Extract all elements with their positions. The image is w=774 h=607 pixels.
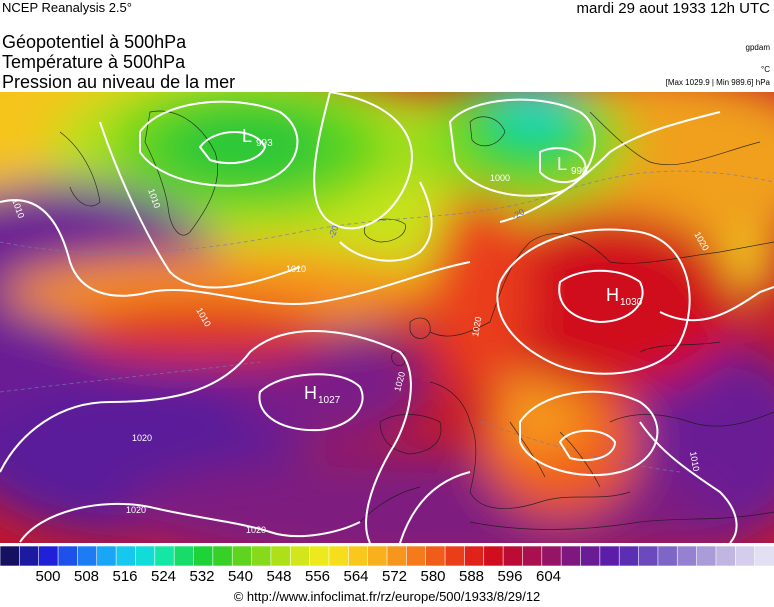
high-pressure-value: 1027 [318, 395, 341, 406]
legend-tick-label: 604 [535, 568, 562, 585]
legend-tick-label: 580 [420, 568, 446, 585]
isobar-label: 1010 [286, 264, 306, 274]
legend-swatch [560, 546, 582, 566]
legend-swatch [328, 546, 350, 566]
legend-swatch [212, 546, 234, 566]
temperature-label: -20 [326, 224, 340, 240]
isobar-label: 1000 [490, 173, 510, 183]
legend-swatch [193, 546, 214, 566]
legend-tick-label: 548 [266, 568, 292, 585]
legend-swatch [734, 546, 756, 566]
high-pressure-value: 1030 [620, 297, 643, 308]
legend-swatch [638, 546, 659, 566]
low-pressure-marker: L [242, 126, 252, 146]
color-scale-legend [0, 546, 774, 566]
legend-tick-label: 572 [381, 568, 408, 585]
legend-tick-label: 516 [112, 568, 138, 585]
isobars [0, 92, 774, 543]
legend-swatch [0, 546, 21, 566]
legend-swatch [231, 546, 253, 566]
legend-tick-label: 500 [35, 568, 61, 585]
legend-swatch [367, 546, 388, 566]
isobar-label: 1010 [688, 451, 701, 472]
legend-swatch [754, 546, 774, 566]
legend-swatch [522, 546, 543, 566]
unit-temperature: °C [761, 65, 770, 74]
map-datetime: mardi 29 aout 1933 12h UTC [576, 0, 770, 17]
isobar-label: 1020 [132, 433, 152, 443]
legend-swatch [135, 546, 156, 566]
legend-tick-label: 588 [458, 568, 485, 585]
temperature-isotherms [0, 170, 774, 473]
isobar-label: 1020 [470, 316, 483, 337]
color-scale-ticks: 500 508 516 524 532 540 548 556 564 572 580 588 596 6… [0, 568, 774, 586]
legend-swatch [444, 546, 466, 566]
isobar-label: 1020 [126, 505, 146, 515]
legend-swatch [289, 546, 311, 566]
legend-swatch [386, 546, 408, 566]
weather-map[interactable]: 1000 1010 1010 1010 1010 1020 1020 1020 … [0, 92, 774, 543]
legend-swatch [502, 546, 524, 566]
low-pressure-value: 990 [571, 166, 588, 177]
legend-swatch [696, 546, 717, 566]
isobar-label: 1020 [246, 525, 266, 535]
title-temperature: Température à 500hPa [2, 52, 186, 72]
legend-swatch [657, 546, 679, 566]
high-pressure-marker: H [304, 383, 317, 403]
legend-tick-label: 524 [150, 568, 177, 585]
legend-swatch [77, 546, 98, 566]
legend-swatch [173, 546, 195, 566]
coastlines [59, 110, 774, 530]
legend-swatch [580, 546, 601, 566]
legend-swatch [425, 546, 446, 566]
unit-geopotential: gpdam [745, 43, 770, 52]
data-source-label: NCEP Reanalysis 2.5° [2, 0, 132, 15]
legend-swatch [541, 546, 562, 566]
low-pressure-marker: L [557, 154, 567, 174]
legend-tick-label: 564 [343, 568, 369, 585]
legend-swatch [483, 546, 504, 566]
legend-tick-label: 596 [497, 568, 523, 585]
high-pressure-marker: H [606, 285, 619, 305]
legend-swatch [154, 546, 175, 566]
legend-swatch [309, 546, 330, 566]
geopotential-field: 1000 1010 1010 1010 1010 1020 1020 1020 … [0, 92, 774, 543]
copyright-url[interactable]: © http://www.infoclimat.fr/rz/europe/500… [233, 589, 541, 604]
legend-swatch [347, 546, 369, 566]
legend-swatch [599, 546, 620, 566]
legend-swatch [19, 546, 40, 566]
legend-tick-label: 532 [189, 568, 215, 585]
legend-swatch [38, 546, 59, 566]
legend-swatch [270, 546, 292, 566]
legend-swatch [115, 546, 137, 566]
title-pressure: Pression au niveau de la mer [2, 72, 236, 92]
legend-swatch [406, 546, 427, 566]
legend-tick-label: 556 [304, 568, 331, 585]
low-pressure-value: 993 [256, 138, 273, 149]
legend-swatch [96, 546, 117, 566]
legend-swatch [57, 546, 79, 566]
pressure-centers: L 993 L 990 H 1030 H 1027 [242, 126, 643, 406]
legend-tick-label: 508 [73, 568, 100, 585]
legend-swatch [618, 546, 640, 566]
title-geopotential: Géopotentiel à 500hPa [2, 32, 187, 52]
legend-swatch [464, 546, 485, 566]
pressure-range: [Max 1029.9 | Min 989.6] hPa [665, 78, 770, 87]
legend-swatch [251, 546, 272, 566]
legend-swatch [676, 546, 698, 566]
legend-swatch [715, 546, 737, 566]
legend-tick-label: 540 [227, 568, 254, 585]
